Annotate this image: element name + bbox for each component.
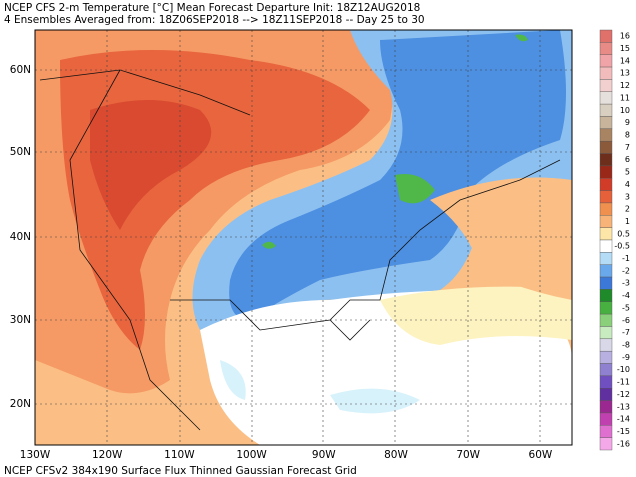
colorbar-label: 4	[625, 180, 630, 189]
lat-label: 20N	[10, 398, 31, 410]
green-patch	[395, 174, 435, 204]
colorbar-cell	[599, 388, 613, 401]
colorbar-cell	[599, 239, 613, 253]
cool-patch	[330, 388, 420, 414]
colorbar-label: 5	[625, 168, 630, 177]
colorbar-cell	[599, 103, 613, 117]
lon-label: 130W	[20, 449, 51, 461]
colorbar-label: -10	[617, 365, 630, 374]
colorbar-label: -15	[617, 427, 630, 436]
lon-label: 110W	[164, 449, 195, 461]
lat-label: 60N	[10, 64, 31, 76]
lon-label: 120W	[92, 449, 123, 461]
title-line-2: 4 Ensembles Averaged from: 18Z06SEP2018 …	[4, 14, 425, 26]
colorbar-label: -12	[617, 390, 630, 399]
colorbar-label: -4	[622, 291, 630, 300]
colorbar-label: 15	[620, 44, 630, 53]
colorbar-cell	[599, 91, 613, 105]
colorbar-label: -13	[617, 402, 630, 411]
green-patch	[515, 34, 528, 42]
colorbar-cell	[599, 178, 613, 191]
colorbar-cell	[599, 128, 613, 142]
colorbar-label: -8	[622, 341, 630, 350]
colorbar-label: -9	[622, 353, 630, 362]
colorbar-cell	[599, 202, 613, 216]
warm-ocean	[430, 177, 572, 300]
colorbar-label: 8	[625, 131, 630, 140]
colorbar-cell	[599, 326, 613, 340]
lon-label: 70W	[456, 449, 480, 461]
mild-area	[380, 286, 572, 345]
colorbar-cell	[599, 66, 613, 80]
lon-label: 60W	[529, 449, 553, 461]
colorbar-cell	[599, 153, 613, 167]
colorbar-cell	[599, 437, 613, 451]
colorbar-cell	[599, 313, 613, 327]
colorbar-cell	[599, 400, 613, 414]
hottest-area	[90, 100, 212, 230]
lon-label: 80W	[384, 449, 408, 461]
lat-label: 40N	[10, 231, 31, 243]
colorbar-label: 16	[620, 32, 630, 41]
colorbar-label: -11	[617, 378, 630, 387]
colorbar-cell	[599, 215, 613, 228]
colorbar-cell	[599, 165, 613, 179]
green-patch	[262, 241, 276, 249]
colorbar-label: 1	[625, 217, 630, 226]
lat-label: 50N	[10, 146, 31, 158]
colorbar-cell	[599, 375, 613, 389]
colorbar-cell	[599, 116, 613, 130]
colorbar-label: -0.5	[614, 242, 630, 251]
colorbar-cell	[599, 425, 613, 438]
colorbar-label: -16	[617, 439, 630, 448]
lon-label: 90W	[312, 449, 336, 461]
colorbar-label: -3	[622, 279, 630, 288]
colorbar-label: -14	[617, 415, 630, 424]
coastline	[39, 69, 561, 431]
colorbar-cell	[599, 276, 613, 290]
colorbar-cell	[599, 350, 613, 364]
colorbar-label: -5	[622, 303, 630, 312]
colorbar-label: 13	[620, 69, 630, 78]
map-frame	[34, 29, 573, 446]
colorbar-label: -2	[622, 266, 630, 275]
colorbar-label: -7	[622, 328, 630, 337]
colorbar-cell	[599, 264, 613, 278]
colorbar-cell	[599, 412, 613, 426]
colorbar-cell	[599, 301, 613, 315]
colorbar-label: 14	[620, 56, 630, 65]
colorbar-cell	[599, 227, 613, 241]
colorbar-cell	[599, 252, 613, 265]
colorbar-label: -6	[622, 316, 630, 325]
colorbar-cell	[599, 363, 613, 377]
lon-label: 100W	[236, 449, 267, 461]
colorbar-cell	[599, 289, 613, 302]
colorbar-label: 11	[620, 93, 630, 102]
colorbar-label: 12	[620, 81, 630, 90]
colorbar-label: 6	[625, 155, 630, 164]
colorbar-label: 9	[625, 118, 630, 127]
colorbar-label: 3	[625, 192, 630, 201]
colorbar-cell	[599, 190, 613, 204]
title-line-1: NCEP CFS 2-m Temperature [°C] Mean Forec…	[4, 2, 420, 14]
colorbar-cell	[599, 29, 613, 43]
colorbar-cell	[599, 42, 613, 55]
colorbar-label: 0.5	[617, 229, 630, 238]
colorbar-cell	[599, 338, 613, 352]
colorbar-cell	[599, 140, 613, 154]
colorbar-label: 10	[620, 106, 630, 115]
cool-patch	[220, 360, 246, 400]
map	[35, 30, 572, 445]
footer: NCEP CFSv2 384x190 Surface Flux Thinned …	[4, 465, 357, 477]
lat-label: 30N	[10, 314, 31, 326]
colorbar-label: 7	[625, 143, 630, 152]
colorbar-label: -1	[622, 254, 630, 263]
colorbar-label: 2	[625, 205, 630, 214]
colorbar-cell	[599, 54, 613, 68]
colorbar-cell	[599, 79, 613, 92]
